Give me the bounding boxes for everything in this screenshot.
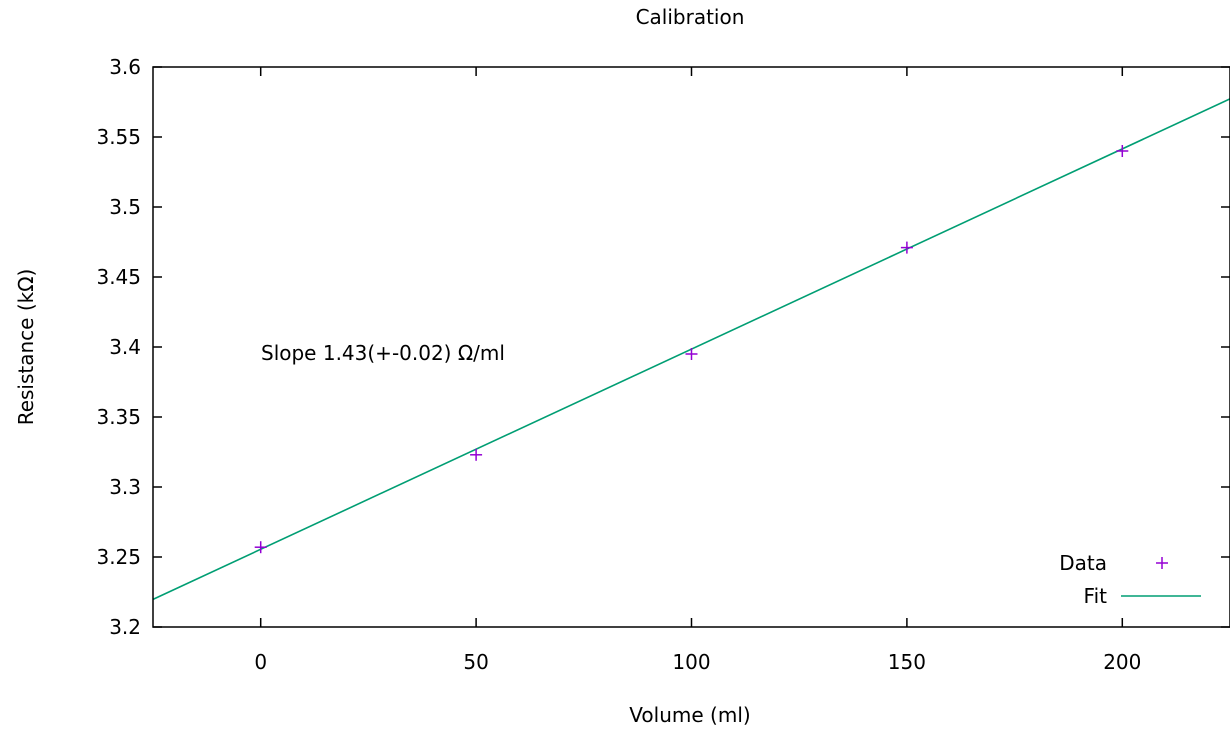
chart-title: Calibration: [636, 5, 745, 29]
y-tick-label: 3.3: [109, 475, 141, 499]
y-tick-label: 3.55: [96, 125, 141, 149]
y-tick-label: 3.45: [96, 265, 141, 289]
legend-label-data: Data: [1059, 551, 1107, 575]
y-tick-label: 3.6: [109, 55, 141, 79]
y-axis-label: Resistance (kΩ): [14, 269, 38, 426]
y-tick-label: 3.4: [109, 335, 141, 359]
legend-label-fit: Fit: [1084, 584, 1108, 608]
data-point: [1116, 145, 1129, 157]
plot-area: [152, 98, 1230, 601]
legend: Data Fit: [1059, 551, 1201, 608]
data-point: [254, 541, 267, 554]
x-axis-label: Volume (ml): [629, 703, 750, 727]
y-tick-label: 3.2: [109, 615, 141, 639]
data-point: [685, 348, 698, 360]
y-tick-label: 3.35: [96, 405, 141, 429]
legend-marker-data: [1156, 557, 1168, 569]
y-axis-ticks: 3.2 3.25 3.3 3.35 3.4 3.45 3.5 3.55 3.6: [96, 55, 1230, 639]
x-tick-label: 150: [888, 650, 926, 674]
data-point: [470, 448, 483, 461]
slope-annotation: Slope 1.43(+-0.02) Ω/ml: [261, 341, 505, 365]
y-tick-label: 3.25: [96, 545, 141, 569]
x-tick-label: 200: [1103, 650, 1141, 674]
data-point: [900, 241, 913, 254]
x-tick-label: 100: [672, 650, 710, 674]
y-tick-label: 3.5: [109, 195, 141, 219]
x-tick-label: 0: [254, 650, 267, 674]
x-axis-ticks: 0 50 100 150 200: [254, 67, 1141, 674]
plot-border: [152, 66, 1230, 628]
x-tick-label: 50: [463, 650, 488, 674]
